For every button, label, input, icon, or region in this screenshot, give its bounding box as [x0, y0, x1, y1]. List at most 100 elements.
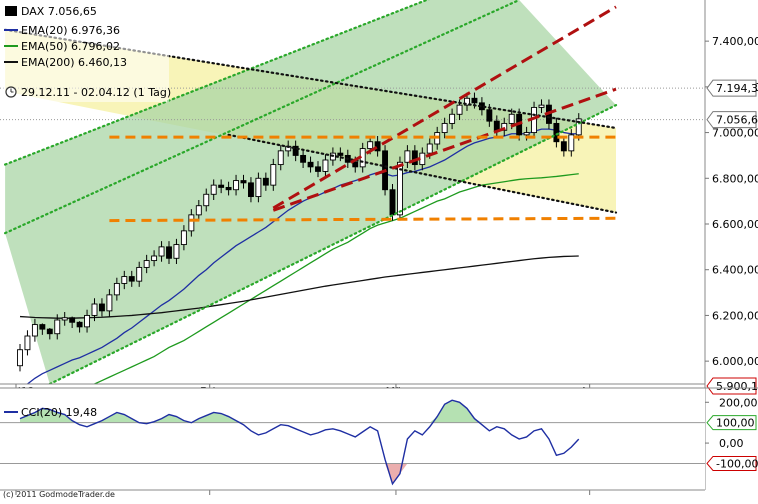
candle-32	[255, 172, 262, 203]
candle-body-10	[91, 303, 98, 316]
legend-dax-label: DAX 7.056,65	[21, 5, 97, 18]
legend-ema20-label: EMA(20) 6.976,36	[21, 24, 120, 37]
candle-10	[91, 298, 98, 322]
candle-7	[69, 316, 76, 328]
candle-body-65	[501, 122, 508, 131]
candle-body-31	[247, 182, 254, 198]
price-y-tick-label-3: 6.600,00	[712, 218, 758, 231]
candle-body-12	[106, 294, 113, 312]
candle-body-30	[240, 180, 247, 184]
trendline-middle-green-channel	[3, 0, 521, 235]
candle-body-15	[128, 276, 135, 282]
candle-body-14	[121, 276, 128, 284]
clock-icon	[5, 86, 17, 98]
cci-y-tick-label-3: -100,00	[716, 457, 758, 470]
candle-body-58	[449, 113, 456, 124]
candle-12	[106, 289, 113, 317]
candle-6	[61, 312, 68, 326]
candle-39	[307, 156, 314, 173]
candle-body-64	[493, 120, 500, 131]
candle-31	[247, 177, 254, 203]
candle-21	[173, 238, 180, 264]
candle-body-47	[367, 141, 374, 150]
candle-8	[76, 321, 83, 333]
candle-24	[195, 200, 202, 221]
candle-body-75	[575, 118, 582, 136]
price-y-tick-label-5: 7.000,00	[712, 127, 758, 140]
candle-37	[292, 140, 299, 162]
candle-30	[240, 174, 247, 189]
candle-body-25	[203, 193, 210, 207]
candle-9	[84, 309, 91, 333]
cci-level-layer	[0, 422, 705, 464]
cci-legend-label: CCI(20) 19,48	[21, 406, 97, 419]
candle-5	[54, 314, 61, 340]
candle-51	[397, 156, 403, 221]
candle-body-7	[69, 317, 76, 323]
candle-body-8	[76, 321, 83, 328]
cci-fill-layer	[20, 400, 579, 484]
candle-body-61	[471, 97, 478, 104]
candle-body-40	[315, 166, 321, 172]
cci-level-badge-3	[706, 455, 757, 471]
candle-26	[210, 179, 217, 200]
cci-y-axis: 200,00 100,00 0,00 -100,00	[705, 396, 758, 471]
candle-14	[121, 270, 128, 290]
candle-22	[180, 225, 187, 251]
candle-body-16	[136, 266, 143, 282]
candle-19	[158, 241, 165, 262]
candle-body-11	[98, 303, 105, 312]
candle-70	[538, 99, 545, 114]
candle-1	[24, 330, 31, 356]
candle-53	[411, 145, 418, 171]
candle-body-72	[553, 122, 560, 143]
candle-body-55	[426, 143, 433, 154]
cci-y-tick-label-1: 100,00	[716, 417, 755, 430]
candle-body-45	[352, 161, 359, 168]
cci-panel-background	[0, 388, 705, 490]
legend-ema200-label: EMA(200) 6.460,13	[21, 56, 127, 69]
candle-52	[404, 145, 411, 168]
candle-48	[374, 136, 381, 157]
candle-body-53	[411, 150, 418, 166]
price-badge-2	[706, 377, 757, 395]
candle-16	[136, 261, 143, 287]
candle-body-5	[54, 319, 61, 335]
price-y-tick-label-4: 6.800,00	[712, 172, 758, 185]
trendline-red-dashed-shallow	[272, 87, 617, 212]
price-y-tick-label-0: 6.000,00	[712, 355, 758, 368]
candle-body-66	[508, 113, 515, 124]
candle-body-28	[225, 186, 232, 191]
candle-body-2	[31, 324, 38, 337]
price-badge-1	[706, 111, 757, 129]
candle-body-34	[270, 164, 277, 186]
candle-11	[98, 298, 105, 317]
candle-body-57	[441, 122, 448, 134]
legend-ema50-label: EMA(50) 6.796,02	[21, 40, 120, 53]
candle-body-20	[166, 246, 172, 259]
candle-body-21	[173, 244, 180, 259]
candle-body-59	[456, 104, 463, 115]
cci-y-tick-label-2: 0,00	[719, 437, 744, 450]
candle-body-37	[292, 145, 299, 156]
candle-57	[441, 117, 448, 139]
candle-body-27	[218, 184, 225, 188]
candle-body-52	[404, 150, 411, 163]
candle-body-18	[151, 255, 158, 262]
candle-18	[151, 250, 158, 267]
price-badge-label-0: 7.194,33	[716, 82, 758, 95]
trendline-red-dashed-steep	[272, 5, 617, 210]
trendline-black-down-lower	[227, 133, 618, 214]
candle-body-39	[307, 161, 314, 168]
candle-58	[449, 108, 456, 130]
candle-body-26	[210, 184, 217, 195]
candle-65	[501, 117, 508, 136]
cci-line-layer	[19, 399, 580, 486]
candle-4	[46, 328, 53, 340]
candle-41	[322, 154, 329, 178]
cci-y-tick-label-0: 200,00	[719, 396, 758, 409]
candle-body-0	[17, 349, 23, 367]
candle-73	[560, 136, 567, 157]
price-y-tick-label-7: 7.400,00	[712, 35, 758, 48]
